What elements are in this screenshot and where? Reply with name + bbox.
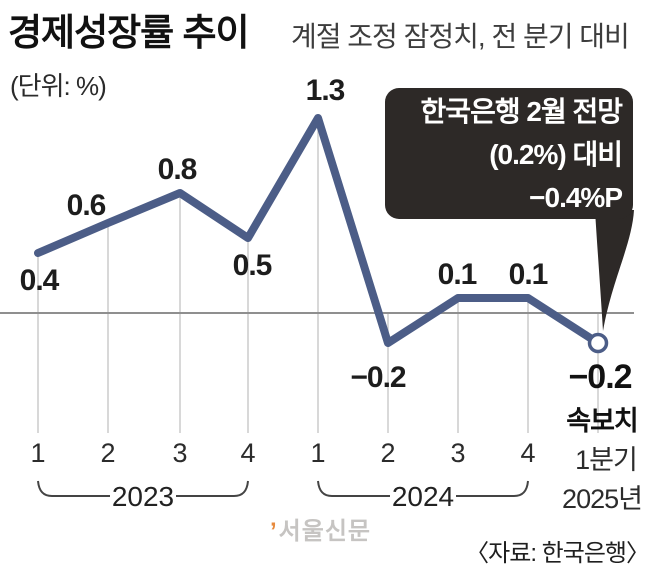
page-subtitle: 계절 조정 잠정치, 전 분기 대비	[291, 21, 630, 52]
callout-bubble: 한국은행 2월 전망 (0.2%) 대비 −0.4%P	[385, 88, 633, 219]
year-bracket-2023	[37, 480, 249, 497]
final-point-marker	[587, 332, 609, 354]
callout-line-2: (0.2%) 대비	[489, 139, 623, 170]
year-label: 2023	[111, 481, 175, 512]
quarter-tick-label: 1	[30, 438, 46, 468]
quarter-tick-label: 2	[380, 438, 396, 468]
quarter-tick-label: 4	[520, 438, 536, 468]
point-value-label: 0.1	[437, 258, 478, 291]
source-credit: 〈자료: 한국은행〉	[465, 540, 650, 567]
point-value-label: 0.1	[508, 258, 549, 291]
point-value-label: −0.2	[350, 361, 406, 394]
unit-label: (단위: %)	[10, 71, 107, 101]
watermark: ’서울신문	[270, 511, 371, 546]
callout-line-1: 한국은행 2월 전망	[420, 96, 623, 127]
growth-line	[34, 114, 602, 347]
final-point-note: 속보치	[566, 406, 639, 436]
quarter-tick-label: 3	[172, 438, 188, 468]
point-value-label: 0.6	[66, 189, 107, 222]
final-point-quarter: 1분기	[575, 445, 638, 475]
year-label: 2024	[391, 481, 455, 512]
final-point-value: −0.2	[568, 358, 632, 396]
point-value-label: 1.3	[305, 74, 346, 107]
quarter-tick-label: 2	[100, 438, 116, 468]
page-title: 경제성장률 추이	[8, 12, 250, 53]
point-value-label: 0.4	[19, 264, 60, 297]
callout-tail	[595, 210, 634, 331]
watermark-tick-icon: ’	[270, 518, 278, 545]
final-point-year: 2025년	[562, 484, 643, 514]
point-value-label: 0.5	[232, 249, 273, 282]
quarter-tick-label: 1	[310, 438, 326, 468]
watermark-text: 서울신문	[278, 518, 371, 545]
quarter-tick-label: 3	[450, 438, 466, 468]
callout-line-3: −0.4%P	[529, 182, 623, 213]
quarter-tick-label: 4	[240, 438, 256, 468]
point-value-label: 0.8	[157, 153, 198, 186]
year-bracket-2024	[317, 480, 529, 497]
